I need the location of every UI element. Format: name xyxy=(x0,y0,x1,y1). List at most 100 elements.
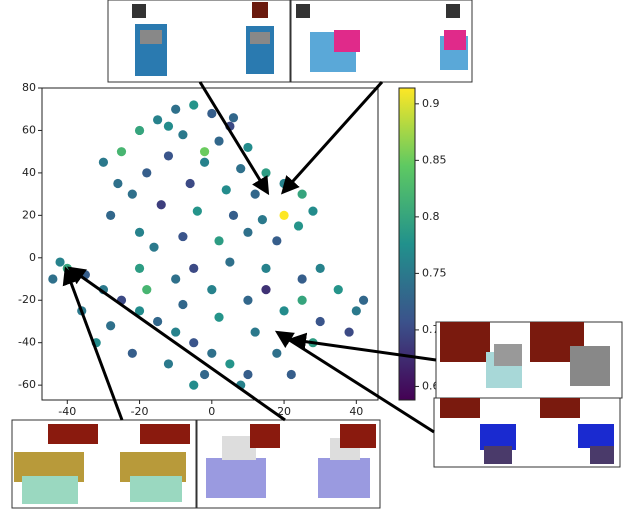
scatter-point xyxy=(106,321,116,331)
scatter-point xyxy=(134,227,145,237)
colorbar-tick-label: 0.85 xyxy=(422,153,447,166)
scatter-point xyxy=(178,299,188,310)
scatter-point xyxy=(214,312,224,322)
x-tick-label: -40 xyxy=(58,405,76,418)
scatter-point xyxy=(333,285,343,295)
y-tick-label: 20 xyxy=(22,208,36,221)
scatter-point xyxy=(171,274,181,284)
inset-top-left xyxy=(107,0,291,83)
scatter-point xyxy=(189,380,199,390)
scatter-point xyxy=(192,206,202,216)
scatter-point xyxy=(243,369,253,380)
scatter-point xyxy=(297,295,307,305)
y-tick-label: 60 xyxy=(22,123,36,136)
scatter-point xyxy=(134,306,145,316)
colorbar-tick-label: 0.75 xyxy=(422,266,447,279)
scatter-point xyxy=(261,285,271,295)
x-tick-label: 0 xyxy=(208,405,215,418)
scatter-point xyxy=(178,130,188,140)
scatter-point xyxy=(272,348,282,358)
scatter-point xyxy=(243,142,253,153)
x-tick-label: 40 xyxy=(349,405,363,418)
scatter-point xyxy=(250,189,260,199)
scatter-point xyxy=(279,306,289,316)
plot-area: -40 -20 0 20 40 -60 -40 -20 0 20 40 60 80 xyxy=(18,81,379,418)
scatter-point xyxy=(228,113,239,123)
scatter-point xyxy=(163,151,174,161)
scatter-point xyxy=(315,316,325,327)
scatter-point xyxy=(308,206,318,216)
scatter-point xyxy=(55,257,65,267)
scatter-point xyxy=(199,157,210,167)
scatter-point xyxy=(214,136,224,146)
scatter-point xyxy=(134,263,145,274)
scatter-point xyxy=(185,178,195,189)
scatter-point xyxy=(199,369,210,380)
scatter-point xyxy=(127,348,137,358)
x-tick-label: -20 xyxy=(131,405,149,418)
scatter-point xyxy=(127,189,137,199)
scatter-point xyxy=(163,121,174,131)
scatter-point xyxy=(142,168,152,178)
colorbar-tick-label: 0.8 xyxy=(422,210,440,223)
scatter-point xyxy=(178,231,188,242)
y-tick-label: -20 xyxy=(18,293,36,306)
scatter-point xyxy=(189,100,199,110)
colorbar-frame xyxy=(398,87,416,401)
scatter-point xyxy=(261,168,271,178)
scatter-point xyxy=(189,338,199,348)
inset-top-right xyxy=(290,0,473,83)
scatter-point xyxy=(351,306,361,316)
scatter-point xyxy=(98,157,109,167)
scatter-point xyxy=(153,316,163,327)
scatter-point xyxy=(243,295,253,305)
scatter-point xyxy=(297,189,307,199)
scatter-point xyxy=(243,227,253,237)
scatter-point xyxy=(257,214,267,225)
colorbar-tick-label: 0.7 xyxy=(422,323,440,336)
scatter-point xyxy=(171,327,181,337)
y-tick-label: 80 xyxy=(22,81,36,94)
inset-right-top xyxy=(435,321,623,399)
inset-right-bottom xyxy=(433,397,621,468)
scatter-point xyxy=(116,147,127,157)
scatter-point xyxy=(142,285,152,295)
scatter-point xyxy=(221,185,231,195)
scatter-point xyxy=(315,263,325,274)
scatter-point xyxy=(62,263,72,274)
arrows xyxy=(62,80,437,434)
scatter-point xyxy=(171,104,181,114)
scatter-point xyxy=(113,178,123,189)
scatter-point xyxy=(250,327,260,337)
colorbar xyxy=(399,88,415,400)
scatter-point xyxy=(297,274,307,284)
insets xyxy=(11,0,623,509)
scatter-point xyxy=(358,295,369,305)
scatter-point xyxy=(48,274,58,284)
axes-frame xyxy=(41,87,379,401)
scatter-point xyxy=(153,115,163,125)
colorbar-tick-label: 0.9 xyxy=(422,97,440,110)
y-tick-label: -40 xyxy=(18,336,36,349)
scatter-point xyxy=(207,108,217,119)
scatter-point xyxy=(134,125,145,136)
scatter-point xyxy=(163,359,174,369)
scatter-point xyxy=(207,348,217,358)
scatter-point xyxy=(189,263,199,274)
scatter-point xyxy=(236,164,246,174)
scatter-point xyxy=(279,210,289,220)
inset-bottom-left xyxy=(11,419,197,509)
y-tick-label: -60 xyxy=(18,378,36,391)
scatter-point xyxy=(214,236,224,246)
scatter-point xyxy=(293,221,304,231)
scatter-point xyxy=(156,200,166,210)
scatter-point xyxy=(344,327,354,337)
x-tick-label: 20 xyxy=(277,405,291,418)
scatter-point xyxy=(228,210,239,220)
scatter-point xyxy=(261,263,271,274)
scatter-point xyxy=(272,236,282,246)
scatter-point xyxy=(286,369,296,380)
y-tick-label: 40 xyxy=(22,166,36,179)
